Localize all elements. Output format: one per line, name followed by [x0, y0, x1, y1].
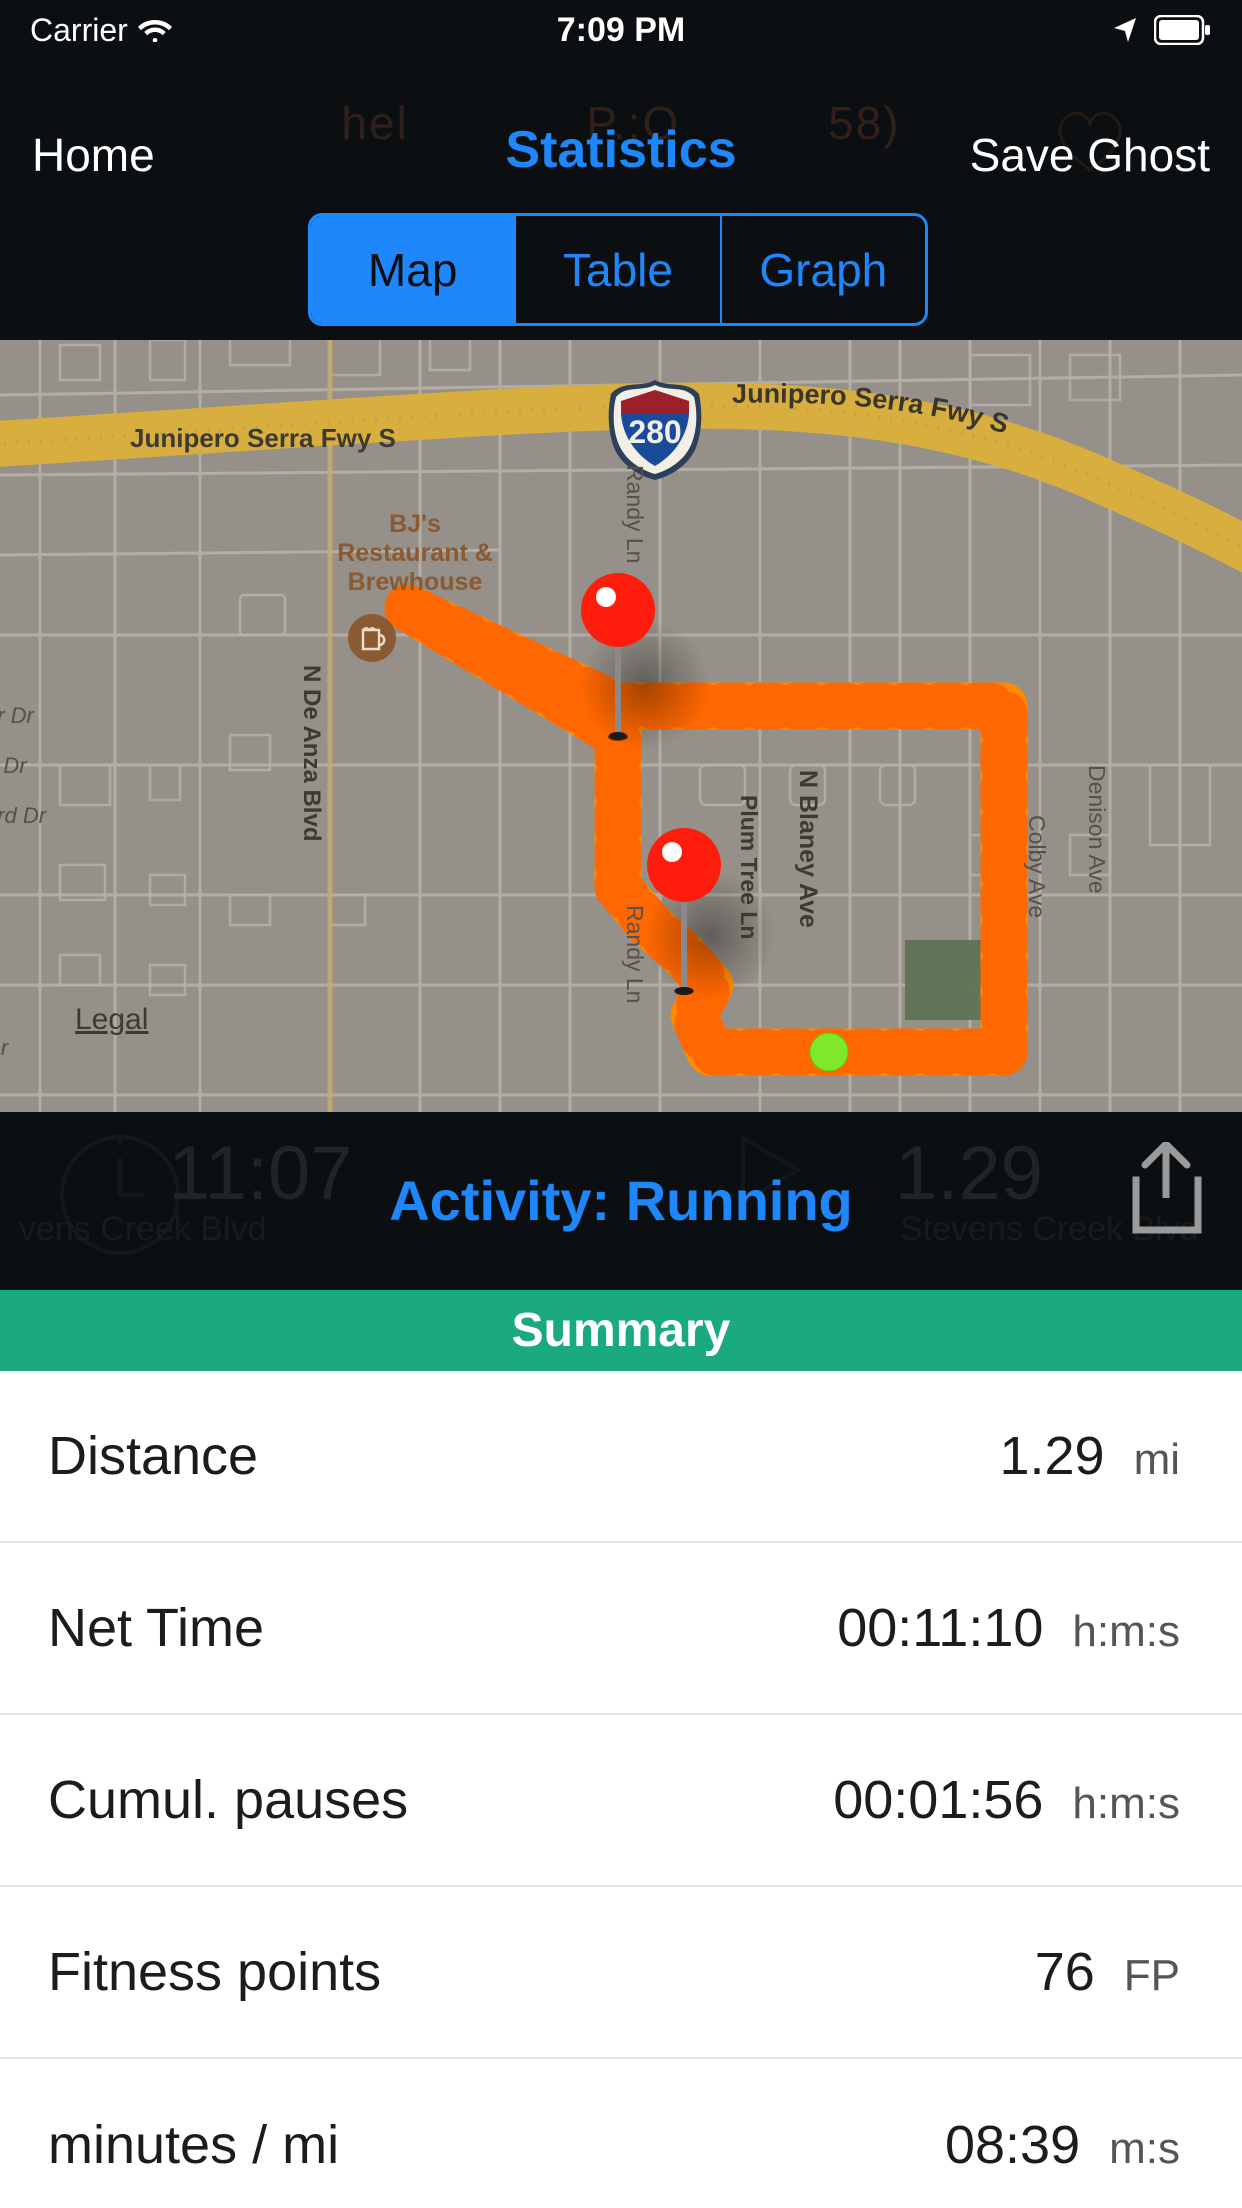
svg-text:280: 280 [628, 414, 681, 450]
